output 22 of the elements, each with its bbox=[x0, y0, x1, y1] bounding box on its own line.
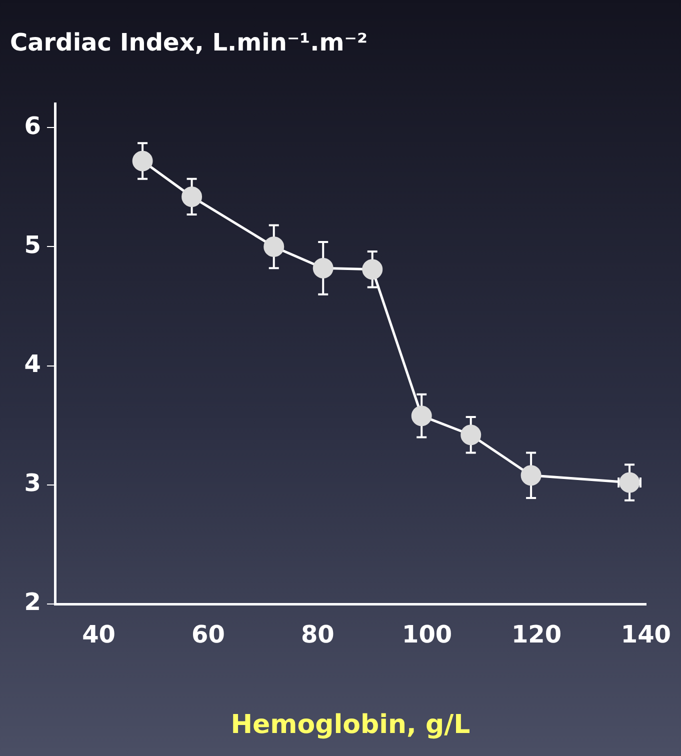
x-tick-label: 80 bbox=[300, 620, 334, 649]
x-axis-title: Hemoglobin, g/L bbox=[230, 710, 470, 740]
x-tick-label: 120 bbox=[511, 620, 562, 649]
x-tick-label: 140 bbox=[620, 620, 672, 649]
y-tick-label: 2 bbox=[24, 588, 41, 616]
x-tick-label: 60 bbox=[192, 620, 225, 649]
point bbox=[312, 258, 334, 278]
x-tick-label: 40 bbox=[82, 620, 116, 649]
y-tick-label: 5 bbox=[24, 230, 41, 259]
y-tick-label: 4 bbox=[24, 350, 41, 378]
point bbox=[132, 150, 153, 172]
point bbox=[264, 236, 284, 257]
point bbox=[460, 424, 482, 446]
y-tick-label: 6 bbox=[24, 112, 41, 140]
point bbox=[520, 465, 542, 486]
point bbox=[411, 406, 432, 426]
point bbox=[362, 259, 383, 280]
y-tick-label: 3 bbox=[24, 469, 41, 498]
chart-title: Cardiac Index, L.min⁻¹.m⁻² bbox=[10, 28, 368, 57]
x-tick-label: 100 bbox=[402, 620, 452, 649]
point bbox=[182, 186, 202, 207]
point bbox=[619, 472, 640, 493]
